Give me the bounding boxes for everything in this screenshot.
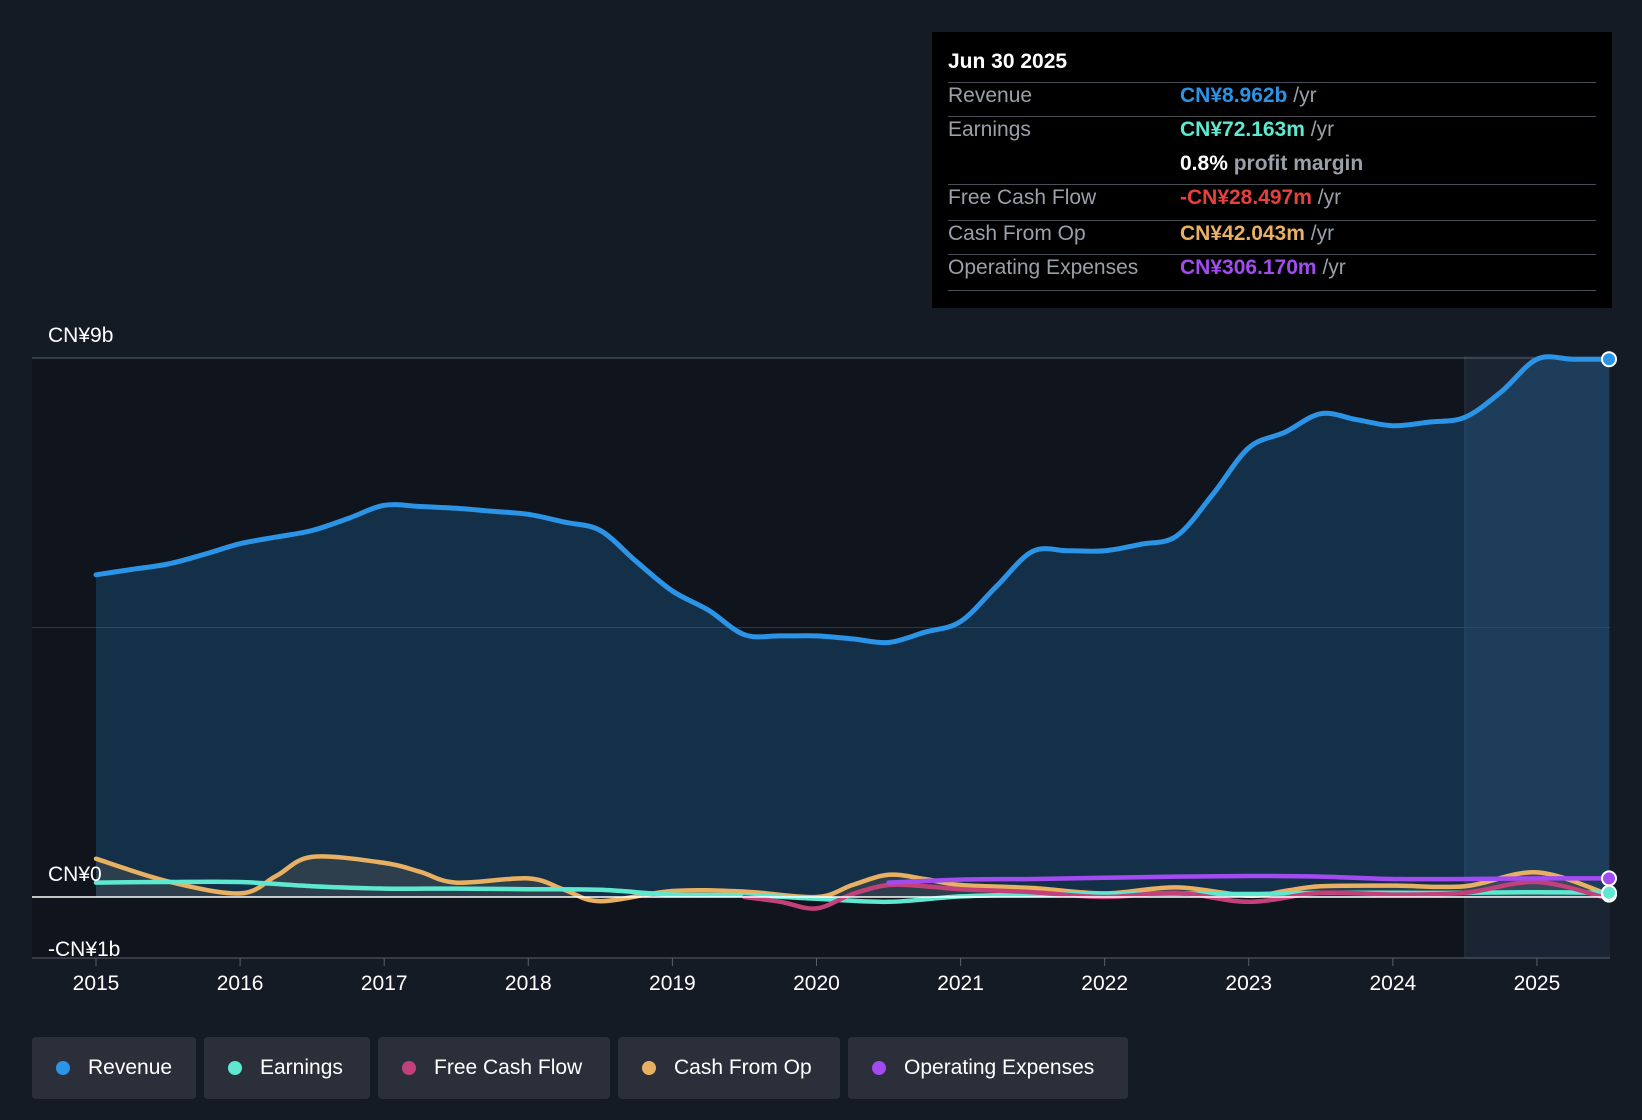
x-tick-label: 2024 (1369, 972, 1416, 995)
revenue-line (93, 354, 1612, 646)
tooltip-value-number: CN¥8.962b (1180, 84, 1288, 107)
legend-label: Free Cash Flow (434, 1056, 583, 1079)
x-tick-label: 2018 (505, 972, 552, 995)
earnings-end-marker (1601, 884, 1617, 901)
revenue-end-marker (1601, 351, 1617, 368)
legend-dot-icon (402, 1061, 416, 1075)
revenue-area (96, 356, 1609, 897)
operating-expenses-end-marker (1601, 870, 1617, 887)
tooltip-divider (948, 82, 1596, 83)
tooltip-value: CN¥72.163m /yr (1180, 118, 1334, 142)
plot-background (32, 358, 1610, 958)
tooltip-value: CN¥42.043m /yr (1180, 222, 1334, 246)
operating-expenses-line (886, 873, 1612, 885)
tooltip-value-number: 0.8% (1180, 152, 1228, 175)
tooltip-divider (948, 254, 1596, 255)
tooltip-label: Earnings (948, 118, 1031, 141)
tooltip-label: Cash From Op (948, 222, 1086, 245)
cash-from-op-line (93, 854, 1612, 904)
tooltip-value-number: CN¥72.163m (1180, 118, 1305, 141)
tooltip-label: Revenue (948, 84, 1033, 107)
legend-item-operating-expenses[interactable]: Operating Expenses (848, 1037, 1128, 1099)
tooltip-value-number: -CN¥28.497m (1180, 186, 1312, 209)
tooltip-divider (948, 184, 1596, 185)
tooltip-value-number: CN¥306.170m (1180, 256, 1317, 279)
tooltip-panel: Jun 30 2025 Revenue CN¥8.962b /yr Earnin… (932, 32, 1612, 308)
x-tick-label: 2020 (793, 972, 840, 995)
legend-label: Operating Expenses (904, 1056, 1095, 1079)
tooltip-divider (948, 290, 1596, 291)
legend-label: Revenue (88, 1056, 173, 1079)
legend-dot-icon (228, 1061, 242, 1075)
tooltip-unit: /yr (1310, 118, 1335, 141)
tooltip-divider (948, 116, 1596, 117)
forecast-highlight (1464, 356, 1610, 958)
x-tick-label: 2015 (73, 972, 120, 995)
tooltip-value-number: CN¥42.043m (1180, 222, 1305, 245)
x-tick-label: 2021 (937, 972, 984, 995)
series-layer (93, 354, 1612, 911)
tooltip-value: CN¥306.170m /yr (1180, 256, 1346, 280)
y-tick-label: CN¥0 (48, 863, 102, 886)
legend-item-earnings[interactable]: Earnings (204, 1037, 370, 1099)
end-markers (1601, 351, 1617, 903)
x-tick-label: 2022 (1081, 972, 1128, 995)
tooltip-unit: /yr (1293, 84, 1317, 107)
tooltip-value: -CN¥28.497m /yr (1180, 186, 1341, 210)
x-tick-label: 2016 (217, 972, 264, 995)
tooltip-label: Free Cash Flow (948, 186, 1097, 209)
tooltip-unit: /yr (1322, 256, 1346, 279)
highlight-region (1464, 356, 1610, 958)
tooltip-unit: /yr (1310, 222, 1335, 245)
x-tick-label: 2025 (1514, 972, 1561, 995)
legend-item-revenue[interactable]: Revenue (32, 1037, 196, 1099)
tooltip-unit: /yr (1317, 186, 1342, 209)
y-tick-label: -CN¥1b (48, 938, 120, 961)
x-tick-label: 2019 (649, 972, 696, 995)
tooltip-value: 0.8% profit margin (1180, 152, 1363, 176)
legend-dot-icon (872, 1061, 886, 1075)
gridlines (32, 357, 1610, 628)
tooltip-label: Operating Expenses (948, 256, 1139, 279)
tooltip-date: Jun 30 2025 (948, 50, 1068, 73)
x-tick-label: 2017 (361, 972, 408, 995)
legend-item-cash-from-op[interactable]: Cash From Op (618, 1037, 840, 1099)
y-tick-label: CN¥9b (48, 324, 113, 347)
legend-dot-icon (56, 1061, 70, 1075)
tooltip-value: CN¥8.962b /yr (1180, 84, 1317, 108)
legend-label: Cash From Op (674, 1056, 812, 1079)
legend-dot-icon (642, 1061, 656, 1075)
legend-label: Earnings (260, 1056, 343, 1079)
x-tick-label: 2023 (1225, 972, 1272, 995)
axes: CN¥9b CN¥0 -CN¥1b 2015 2016 2017 2018 2019 2020 2… (32, 324, 1610, 995)
legend-item-free-cash-flow[interactable]: Free Cash Flow (378, 1037, 610, 1099)
tooltip-divider (948, 220, 1596, 221)
tooltip-unit: profit margin (1233, 152, 1364, 175)
